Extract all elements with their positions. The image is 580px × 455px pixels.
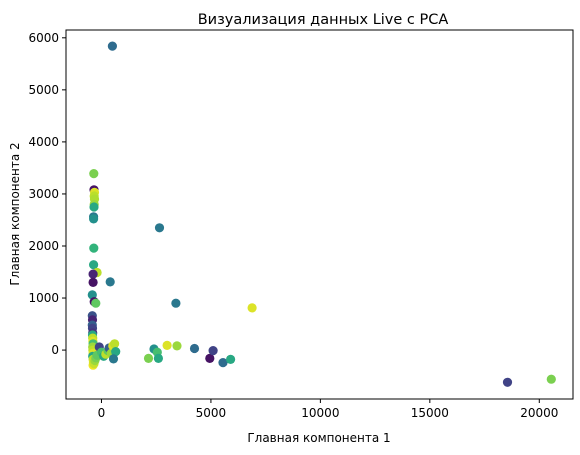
data-point [218,358,228,368]
y-axis-label: Главная компонента 2 [8,142,22,285]
x-tick-label: 20000 [520,406,558,420]
data-point [89,214,99,224]
data-point [89,243,99,253]
data-point [105,277,115,287]
x-axis-label: Главная компонента 1 [247,431,390,445]
data-point [88,277,98,287]
data-point [91,298,101,308]
x-tick-label: 15000 [411,406,449,420]
data-point [162,340,172,350]
data-point [205,353,215,363]
y-ticks: 0 1000 2000 3000 4000 5000 6000 [28,31,66,357]
chart-title: Визуализация данных Live с PCA [198,12,449,28]
data-point [88,269,98,279]
plot-frame [65,29,574,400]
x-tick-label: 5000 [196,406,227,420]
points-layer [87,41,556,387]
data-point [171,298,181,308]
data-point [108,354,119,364]
y-tick-label: 5000 [28,83,59,97]
x-tick-label: 10000 [301,406,339,420]
data-point [110,339,120,349]
x-ticks: 0 5000 10000 15000 20000 [98,399,558,420]
y-tick-label: 2000 [28,239,59,253]
data-point [172,341,182,351]
data-point [546,374,556,384]
data-point [154,223,165,233]
y-tick-label: 4000 [28,135,59,149]
data-point [502,377,513,387]
data-point [89,202,99,212]
data-point [189,343,200,354]
y-tick-label: 3000 [28,187,59,201]
data-point [247,303,257,313]
data-point [208,346,218,356]
y-tick-label: 1000 [28,291,59,305]
data-point [153,353,163,363]
y-tick-label: 0 [51,343,59,357]
x-tick-label: 0 [98,406,106,420]
data-point [107,41,117,51]
data-point [226,354,236,364]
data-point [89,260,99,270]
y-tick-label: 6000 [28,31,59,45]
data-point [143,353,154,363]
data-point [111,347,121,357]
data-point [89,169,99,179]
